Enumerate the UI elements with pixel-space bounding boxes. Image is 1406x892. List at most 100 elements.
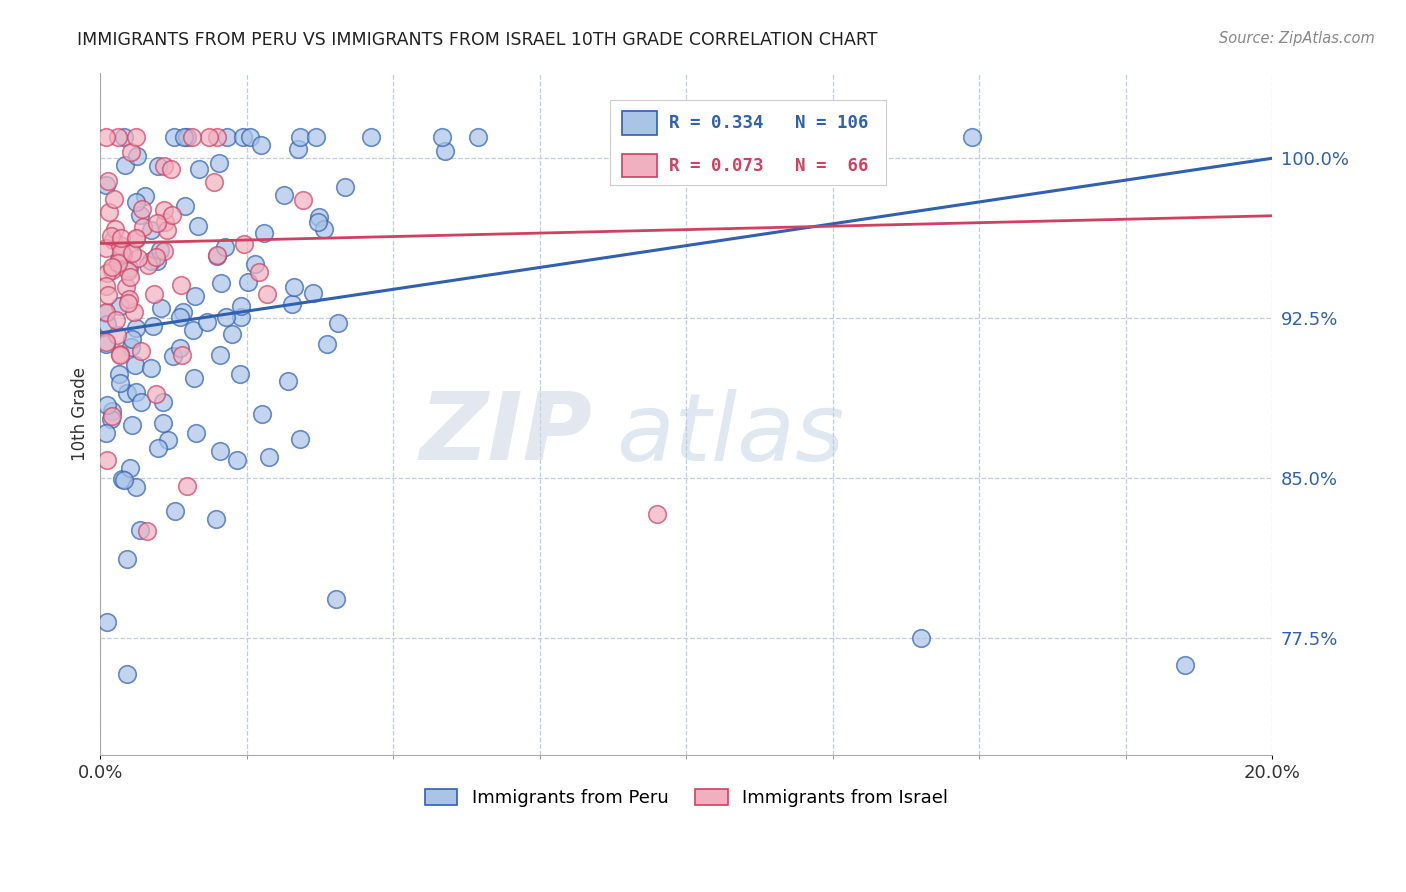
Legend: Immigrants from Peru, Immigrants from Israel: Immigrants from Peru, Immigrants from Is… <box>418 781 956 814</box>
Point <box>97 288 120 302</box>
Point <box>117 386 139 401</box>
Point <box>197 129 219 144</box>
Text: IMMIGRANTS FROM PERU VS IMMIGRANTS FROM ISRAEL 10TH GRADE CORRELATION CHART: IMMIGRANTS FROM PERU VS IMMIGRANTS FROM … <box>77 31 877 49</box>
Point <box>121 332 143 346</box>
Point <box>143 287 166 301</box>
Point <box>221 326 243 341</box>
Point <box>96 335 118 350</box>
Point <box>114 158 136 172</box>
Point <box>215 129 238 144</box>
Point <box>257 450 280 465</box>
Point <box>152 395 174 409</box>
Point <box>360 129 382 144</box>
Point <box>288 129 311 144</box>
Point <box>207 129 229 144</box>
Point <box>96 336 118 351</box>
Point <box>129 343 152 358</box>
Point <box>136 524 159 538</box>
Point <box>127 251 149 265</box>
Point <box>125 480 148 494</box>
Point <box>97 174 120 188</box>
Point <box>226 453 249 467</box>
Bar <box>621 154 657 178</box>
Point <box>250 138 273 153</box>
Point <box>184 289 207 303</box>
Point <box>281 296 304 310</box>
Point <box>108 299 131 313</box>
Point <box>253 226 276 240</box>
Point <box>108 252 131 267</box>
Text: R = 0.073   N =  66: R = 0.073 N = 66 <box>669 157 869 175</box>
Point <box>252 407 274 421</box>
Point <box>209 276 232 290</box>
Point <box>1174 658 1197 673</box>
Point <box>107 367 129 381</box>
Point <box>105 312 128 326</box>
Point <box>110 238 132 252</box>
Point <box>308 210 330 224</box>
Point <box>307 215 329 229</box>
Point <box>150 301 173 315</box>
Point <box>146 159 169 173</box>
Point <box>124 232 146 246</box>
Point <box>118 261 141 276</box>
Point <box>96 398 118 412</box>
Point <box>247 265 270 279</box>
Point <box>960 129 983 144</box>
Point <box>207 249 229 263</box>
Point <box>96 425 118 440</box>
Point <box>169 341 191 355</box>
Point <box>111 472 134 486</box>
Text: atlas: atlas <box>616 389 845 480</box>
Point <box>96 178 118 192</box>
Point <box>214 310 236 325</box>
Point <box>172 348 194 362</box>
Point <box>120 461 142 475</box>
Text: R = 0.334   N = 106: R = 0.334 N = 106 <box>669 114 869 132</box>
Point <box>125 194 148 209</box>
Point <box>108 348 131 362</box>
Point <box>156 223 179 237</box>
Point <box>112 474 135 488</box>
Point <box>229 310 252 325</box>
Point <box>229 299 252 313</box>
Point <box>160 208 183 222</box>
Point <box>121 246 143 260</box>
Point <box>152 202 174 217</box>
Point <box>335 179 357 194</box>
Point <box>432 129 454 144</box>
Point <box>139 223 162 237</box>
Point <box>153 244 176 258</box>
Point <box>96 267 118 281</box>
Point <box>96 453 118 467</box>
Point <box>131 202 153 216</box>
Point <box>124 359 146 373</box>
Point <box>131 219 153 234</box>
FancyBboxPatch shape <box>610 100 886 186</box>
Point <box>107 255 129 269</box>
Point <box>236 275 259 289</box>
Point <box>139 254 162 268</box>
Point <box>273 188 295 202</box>
Point <box>207 248 229 262</box>
Point <box>96 305 118 319</box>
Text: Source: ZipAtlas.com: Source: ZipAtlas.com <box>1219 31 1375 46</box>
Point <box>467 129 489 144</box>
Point <box>96 129 118 144</box>
Point <box>142 318 165 333</box>
Point <box>152 416 174 430</box>
Point <box>105 328 128 343</box>
Point <box>232 237 254 252</box>
Point <box>129 209 152 223</box>
Point <box>121 418 143 433</box>
Point <box>163 504 186 518</box>
Point <box>160 161 183 176</box>
Point <box>283 280 305 294</box>
Point <box>100 412 122 426</box>
Point <box>910 631 932 645</box>
Point <box>163 129 186 144</box>
Point <box>100 228 122 243</box>
Point <box>128 523 150 537</box>
Point <box>107 129 129 144</box>
Point <box>162 349 184 363</box>
